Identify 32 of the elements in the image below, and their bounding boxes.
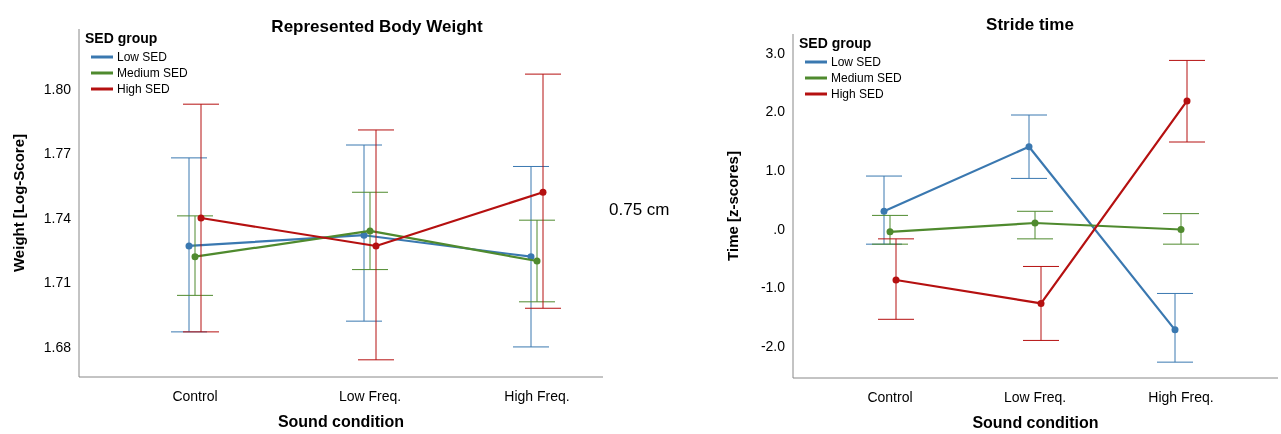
legend-label: High SED	[831, 87, 885, 102]
y-tick-label: 1.68	[43, 338, 72, 355]
x-tick-label: Control	[172, 388, 218, 404]
y-tick-label: 1.0	[765, 162, 786, 179]
chart-title: Represented Body Weight	[271, 17, 483, 36]
legend-label: Low SED	[831, 55, 882, 70]
x-tick-label: Low Freq.	[1003, 389, 1067, 405]
text: 0.75 cm	[609, 200, 670, 219]
y-axis-title: Weight [Log-Score]	[10, 133, 27, 273]
y-tick-label: 1.71	[43, 274, 72, 291]
y-axis-title: Time [z-scores]	[724, 151, 741, 261]
x-axis-title: Sound condition	[277, 413, 405, 430]
y-tick-label: 2.0	[765, 103, 786, 120]
x-tick-label: Low Freq.	[338, 388, 402, 404]
x-axis-title: Sound condition	[972, 414, 1099, 431]
legend-label: High SED	[117, 82, 171, 97]
chart-title: Stride time	[986, 15, 1074, 34]
y-tick-label: -1.0	[760, 279, 786, 296]
y-tick-label: .0	[773, 220, 786, 237]
legend-label: Low SED	[117, 50, 168, 65]
y-tick-label: 1.74	[43, 209, 72, 226]
legend-label: Medium SED	[831, 71, 903, 86]
y-tick-label: -2.0	[760, 338, 786, 355]
legend-label: Medium SED	[117, 66, 189, 81]
y-tick-label: 1.80	[43, 81, 72, 98]
legend-title: SED group	[799, 35, 872, 51]
y-tick-label: 1.77	[43, 145, 72, 162]
x-tick-label: Control	[867, 389, 913, 405]
x-tick-label: High Freq.	[504, 388, 570, 404]
x-tick-label: High Freq.	[1148, 389, 1214, 405]
legend-title: SED group	[85, 30, 158, 46]
y-tick-label: 3.0	[765, 44, 786, 61]
